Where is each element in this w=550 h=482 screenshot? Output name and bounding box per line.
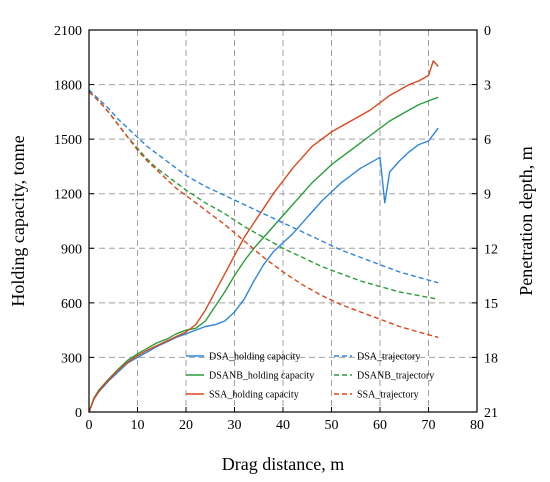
legend-label: SSA_holding capacity xyxy=(209,390,299,401)
series-lines xyxy=(88,60,439,413)
x-tick-label: 30 xyxy=(228,418,242,433)
series-line-6 xyxy=(88,91,439,339)
legend-label: DSA_trajectory xyxy=(357,352,420,363)
x-tick-label: 0 xyxy=(86,418,93,433)
y2-tick-label: 9 xyxy=(484,188,491,203)
x-tick-label: 20 xyxy=(179,418,193,433)
series-line-2 xyxy=(88,96,439,413)
y2-tick-label: 6 xyxy=(484,133,491,148)
axis-ticks xyxy=(88,29,478,413)
y-tick-label: 2100 xyxy=(54,24,82,39)
y-tick-label: 0 xyxy=(75,406,82,421)
x-tick-label: 10 xyxy=(131,418,145,433)
y-tick-label: 1200 xyxy=(54,188,82,203)
y2-tick-label: 15 xyxy=(484,297,498,312)
legend-label: DSANB_trajectory xyxy=(357,371,434,382)
legend-label: DSA_holding capacity xyxy=(209,352,300,363)
tick-labels: 0 10 20 30 40 50 60 70 8003006009001200150018002… xyxy=(54,24,498,433)
grid-lines xyxy=(89,30,477,412)
legend-label: DSANB_holding capacity xyxy=(209,371,314,382)
y-tick-label: 900 xyxy=(61,242,82,257)
x-tick-label: 40 xyxy=(276,418,290,433)
x-tick-label: 50 xyxy=(325,418,339,433)
series-line-1 xyxy=(88,127,439,413)
series-line-3 xyxy=(88,60,439,413)
y2-tick-label: 21 xyxy=(484,406,498,421)
x-tick-label: 80 xyxy=(470,418,484,433)
x-axis-title: Drag distance, m xyxy=(222,454,344,474)
x-tick-label: 60 xyxy=(373,418,387,433)
y2-tick-label: 18 xyxy=(484,351,498,366)
legend: DSA_holding capacity DSANB_holding capaci… xyxy=(186,352,434,401)
y2-tick-label: 12 xyxy=(484,242,498,257)
y-tick-label: 600 xyxy=(61,297,82,312)
y2-tick-label: 0 xyxy=(484,24,491,39)
x-tick-label: 70 xyxy=(422,418,436,433)
y-tick-label: 300 xyxy=(61,351,82,366)
series-line-4 xyxy=(88,89,439,284)
y2-tick-label: 3 xyxy=(484,79,491,94)
y-axis-title: Holding capacity, tonne xyxy=(8,135,28,306)
legend-label: SSA_trajectory xyxy=(357,390,419,401)
y2-axis-title: Penetration depth, m xyxy=(516,146,536,295)
y-tick-label: 1500 xyxy=(54,133,82,148)
y-tick-label: 1800 xyxy=(54,79,82,94)
